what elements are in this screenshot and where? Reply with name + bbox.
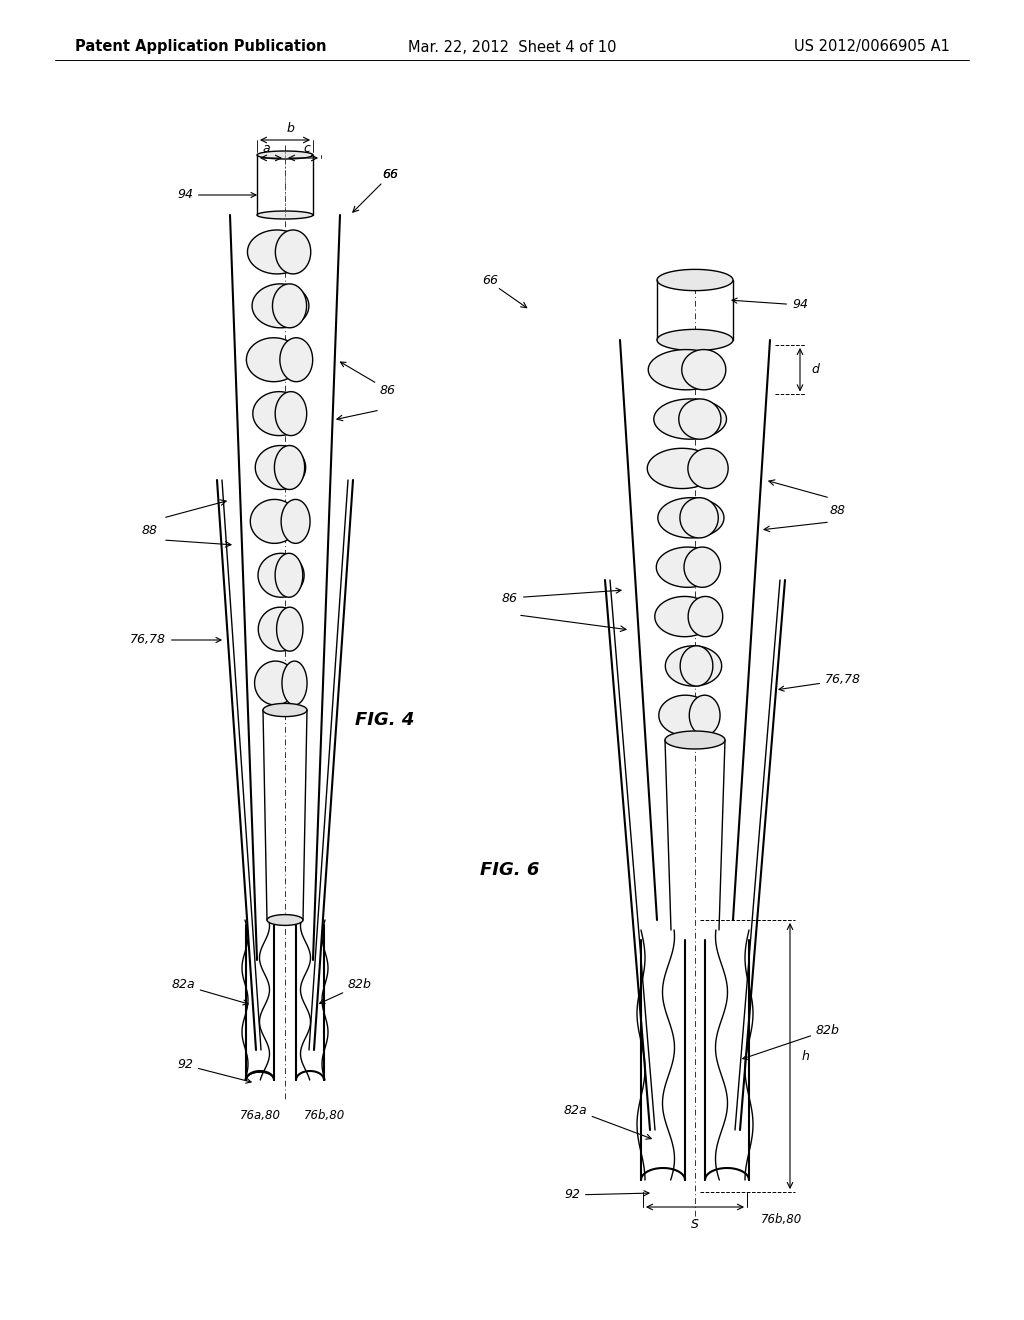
Text: 92: 92 <box>564 1188 649 1201</box>
Text: c: c <box>303 141 310 154</box>
Polygon shape <box>276 607 303 651</box>
Text: Patent Application Publication: Patent Application Publication <box>75 40 327 54</box>
Text: 82a: 82a <box>563 1104 651 1139</box>
Text: 76a,80: 76a,80 <box>240 1109 281 1122</box>
Polygon shape <box>657 269 733 290</box>
Polygon shape <box>275 230 310 275</box>
Polygon shape <box>250 499 299 544</box>
Polygon shape <box>258 607 302 651</box>
Polygon shape <box>656 546 719 587</box>
Text: 66: 66 <box>482 273 498 286</box>
Text: b: b <box>286 121 294 135</box>
Polygon shape <box>253 392 305 436</box>
Text: 76b,80: 76b,80 <box>304 1109 346 1122</box>
Polygon shape <box>665 731 725 748</box>
Polygon shape <box>688 597 723 636</box>
Polygon shape <box>252 284 309 327</box>
Polygon shape <box>274 446 305 490</box>
Text: 76,78: 76,78 <box>779 673 861 692</box>
Text: 94: 94 <box>177 189 256 202</box>
Text: 92: 92 <box>177 1059 251 1084</box>
Text: 82b: 82b <box>319 978 372 1003</box>
Polygon shape <box>647 449 717 488</box>
Polygon shape <box>680 645 713 686</box>
Text: 82b: 82b <box>742 1023 840 1060</box>
Polygon shape <box>648 350 724 389</box>
Polygon shape <box>680 498 718 539</box>
Text: 66: 66 <box>382 169 398 181</box>
Polygon shape <box>654 597 715 636</box>
Polygon shape <box>257 150 313 158</box>
Text: S: S <box>691 1218 699 1232</box>
Text: FIG. 4: FIG. 4 <box>355 711 415 729</box>
Text: a: a <box>262 141 269 154</box>
Polygon shape <box>657 498 724 539</box>
Text: d: d <box>811 363 819 376</box>
Polygon shape <box>658 696 712 735</box>
Text: 88: 88 <box>142 524 158 536</box>
Polygon shape <box>280 338 312 381</box>
Polygon shape <box>682 350 726 389</box>
Polygon shape <box>275 392 307 436</box>
Polygon shape <box>248 230 306 275</box>
Polygon shape <box>275 553 303 597</box>
Text: 86: 86 <box>502 589 621 605</box>
Polygon shape <box>267 915 303 925</box>
Text: 94: 94 <box>732 298 808 312</box>
Text: FIG. 6: FIG. 6 <box>480 861 540 879</box>
Text: Mar. 22, 2012  Sheet 4 of 10: Mar. 22, 2012 Sheet 4 of 10 <box>408 40 616 54</box>
Polygon shape <box>272 284 306 327</box>
Text: 76b,80: 76b,80 <box>762 1213 803 1226</box>
Text: 86: 86 <box>340 362 396 396</box>
Polygon shape <box>679 399 721 440</box>
Text: 66: 66 <box>382 169 398 181</box>
Polygon shape <box>255 661 296 705</box>
Polygon shape <box>257 211 313 219</box>
Text: 82a: 82a <box>171 978 248 1005</box>
Polygon shape <box>263 704 307 717</box>
Text: 88: 88 <box>830 503 846 516</box>
Polygon shape <box>684 546 721 587</box>
Polygon shape <box>653 399 726 440</box>
Polygon shape <box>657 330 733 351</box>
Polygon shape <box>258 553 304 597</box>
Polygon shape <box>688 449 728 488</box>
Polygon shape <box>282 499 310 544</box>
Text: US 2012/0066905 A1: US 2012/0066905 A1 <box>795 40 950 54</box>
Polygon shape <box>666 645 722 686</box>
Text: h: h <box>801 1049 809 1063</box>
Polygon shape <box>247 338 301 381</box>
Text: 76,78: 76,78 <box>130 634 221 647</box>
Polygon shape <box>282 661 307 705</box>
Polygon shape <box>689 696 720 735</box>
Polygon shape <box>255 446 306 490</box>
